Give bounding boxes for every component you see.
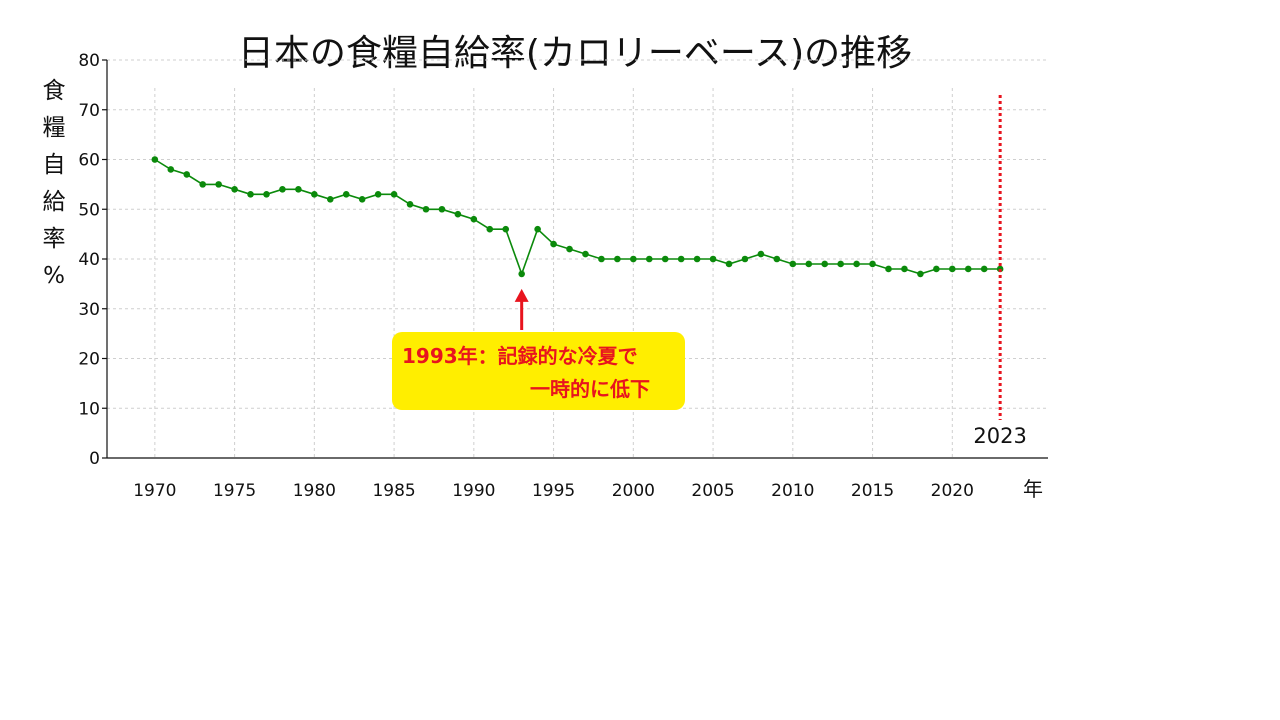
data-point bbox=[693, 255, 701, 263]
data-point bbox=[837, 260, 844, 268]
x-tick-label: 1990 bbox=[452, 481, 495, 501]
data-point bbox=[853, 260, 860, 268]
reference-line-group: 2023 bbox=[973, 95, 1027, 448]
data-point bbox=[295, 186, 302, 193]
reference-line-label: 2023 bbox=[973, 424, 1026, 448]
x-axis-unit-label: 年 bbox=[1023, 477, 1043, 501]
data-point bbox=[486, 225, 494, 233]
x-tick-label: 1970 bbox=[133, 481, 176, 501]
data-point bbox=[757, 250, 765, 258]
data-point bbox=[502, 225, 510, 233]
data-point bbox=[263, 191, 270, 198]
data-point bbox=[183, 171, 191, 178]
data-point bbox=[374, 191, 382, 198]
callout-box bbox=[392, 332, 685, 410]
data-point bbox=[996, 265, 1004, 273]
x-tick-label: 1985 bbox=[372, 481, 415, 501]
y-axis-label-char: % bbox=[43, 263, 65, 289]
x-tick-label: 2015 bbox=[851, 481, 894, 501]
data-point bbox=[614, 255, 621, 263]
x-tick-label: 2005 bbox=[691, 481, 734, 501]
callout-text-line-2: 一時的に低下 bbox=[530, 377, 650, 401]
data-point bbox=[167, 166, 175, 173]
data-point bbox=[645, 255, 653, 263]
data-point bbox=[933, 265, 940, 273]
data-point bbox=[311, 191, 318, 198]
data-point bbox=[550, 240, 557, 248]
data-point bbox=[582, 250, 589, 258]
x-tick-label: 1995 bbox=[532, 481, 575, 501]
data-point bbox=[869, 260, 876, 268]
series-line bbox=[154, 158, 1001, 277]
data-point bbox=[901, 265, 908, 273]
data-point bbox=[964, 265, 972, 273]
y-axis-label-char: 食 bbox=[43, 78, 66, 104]
y-axis-label-char: 自 bbox=[43, 152, 66, 178]
data-point bbox=[821, 260, 829, 268]
data-point bbox=[805, 260, 813, 268]
data-point bbox=[534, 225, 541, 233]
data-point bbox=[470, 215, 478, 223]
y-tick-label: 60 bbox=[78, 151, 100, 171]
y-tick-labels: 0 10 20 30 40 50 60 70 80 bbox=[78, 51, 100, 469]
data-point bbox=[885, 265, 892, 273]
data-point bbox=[422, 205, 430, 213]
data-point bbox=[358, 196, 366, 203]
data-point bbox=[215, 181, 222, 188]
data-point bbox=[342, 191, 350, 198]
callout-arrow-head bbox=[514, 288, 529, 302]
data-point bbox=[789, 260, 797, 268]
series-line-group bbox=[151, 156, 1004, 278]
data-point bbox=[438, 205, 446, 213]
data-point bbox=[949, 265, 956, 273]
data-point bbox=[326, 196, 334, 203]
callout-text-line-1: 1993年：記録的な冷夏で bbox=[402, 344, 638, 368]
data-point bbox=[199, 181, 206, 188]
x-tick-labels: 1970 1975 1980 1985 1990 1995 2000 2005 2010 2015… bbox=[133, 481, 974, 501]
data-point bbox=[773, 255, 781, 263]
y-axis-label-char: 給 bbox=[43, 189, 66, 215]
data-point bbox=[980, 265, 988, 273]
y-axis-label-char: 率 bbox=[43, 226, 66, 252]
data-point bbox=[518, 270, 525, 278]
y-tick-label: 0 bbox=[89, 449, 100, 469]
data-point bbox=[279, 186, 286, 193]
data-point bbox=[725, 260, 733, 268]
x-tick-label: 2020 bbox=[931, 481, 974, 501]
data-point bbox=[661, 255, 669, 263]
data-point bbox=[566, 245, 573, 253]
chart-title: 日本の食糧自給率(カロリーベース)の推移 bbox=[238, 33, 912, 74]
y-tick-label: 80 bbox=[78, 51, 100, 71]
y-tick-label: 20 bbox=[78, 350, 100, 370]
data-point bbox=[454, 210, 462, 218]
data-point bbox=[231, 186, 238, 193]
x-tick-label: 1980 bbox=[293, 481, 336, 501]
data-point bbox=[677, 255, 685, 263]
y-axis-label: 食糧自給率% bbox=[43, 78, 66, 289]
y-tick-label: 50 bbox=[78, 200, 100, 220]
data-point bbox=[709, 255, 717, 263]
y-tick-label: 10 bbox=[78, 399, 100, 419]
data-point bbox=[630, 255, 637, 263]
data-point bbox=[406, 200, 414, 208]
data-point bbox=[247, 191, 254, 198]
data-point bbox=[917, 270, 924, 278]
y-axis-label-text: 食糧自給率% bbox=[43, 78, 66, 289]
data-point bbox=[390, 191, 398, 198]
data-point bbox=[151, 156, 159, 163]
y-tick-label: 70 bbox=[78, 101, 100, 121]
x-tick-label: 2000 bbox=[612, 481, 655, 501]
data-point bbox=[598, 255, 605, 263]
x-tick-label: 1975 bbox=[213, 481, 256, 501]
y-axis-label-char: 糧 bbox=[43, 115, 66, 141]
y-tick-label: 30 bbox=[78, 300, 100, 320]
x-tick-label: 2010 bbox=[771, 481, 814, 501]
data-point bbox=[741, 255, 749, 263]
y-tick-label: 40 bbox=[78, 250, 100, 270]
